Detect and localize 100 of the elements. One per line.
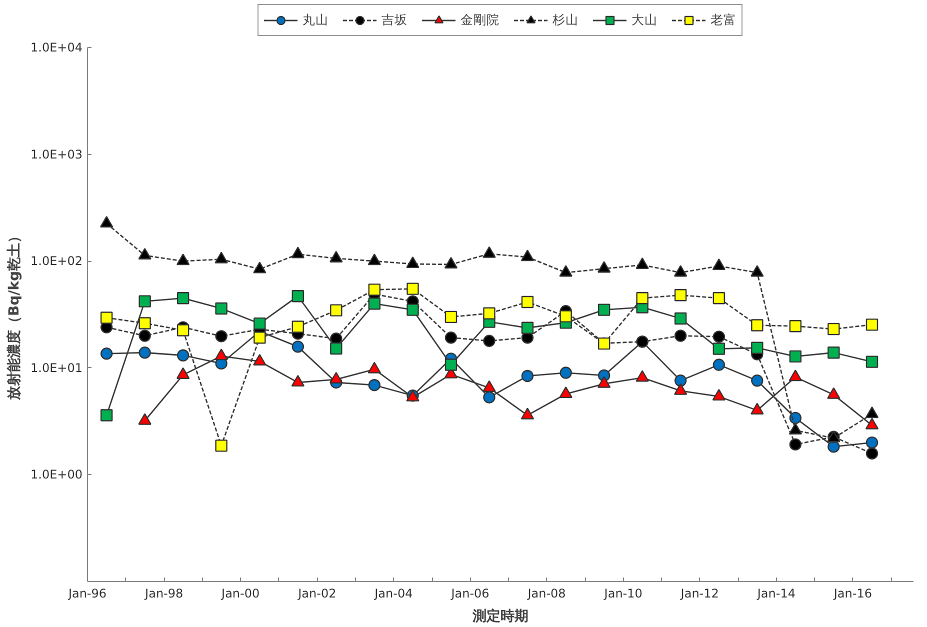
point (368, 379, 380, 392)
point (100, 409, 113, 422)
point (828, 346, 840, 359)
point (291, 246, 305, 258)
y-tick-label: 1.0E+03 (30, 147, 83, 162)
point (100, 312, 113, 324)
point (674, 330, 687, 342)
x-tick-label: Jan-06 (450, 586, 490, 600)
point (712, 358, 726, 371)
point (444, 358, 458, 371)
point (444, 310, 458, 324)
point (254, 317, 266, 330)
point (292, 320, 304, 333)
x-tick-label: Jan-16 (832, 586, 872, 600)
point (138, 295, 151, 308)
point (214, 252, 228, 264)
point (254, 332, 266, 344)
point (674, 289, 687, 302)
legend-label: 老富 (710, 12, 736, 28)
x-axis-title: 測定時期 (472, 608, 528, 624)
x-tick-label: Jan-10 (603, 586, 642, 600)
point (215, 440, 228, 452)
point (636, 257, 649, 270)
point (176, 324, 190, 336)
point (330, 342, 342, 355)
point (176, 292, 190, 304)
point (138, 330, 151, 342)
point (406, 304, 419, 316)
point (521, 370, 534, 382)
point (712, 258, 726, 270)
point (138, 346, 151, 359)
point (330, 304, 342, 316)
point (598, 304, 610, 316)
point (789, 350, 802, 363)
point (674, 312, 687, 325)
point (866, 318, 878, 331)
point (100, 216, 114, 228)
point (444, 256, 458, 269)
legend-label: 杉山 (552, 12, 578, 28)
point (483, 391, 496, 404)
point (520, 250, 534, 262)
point (482, 246, 496, 258)
y-tick-label: 1.0E+04 (30, 40, 83, 54)
point (866, 356, 878, 368)
point (483, 307, 496, 320)
point (521, 296, 534, 308)
y-axis-title: 放射能濃度（Bq/kg乾土） (6, 228, 23, 402)
point (215, 302, 228, 315)
point (138, 248, 152, 260)
x-tick-label: Jan-12 (680, 586, 719, 600)
point (368, 254, 381, 266)
point (674, 374, 687, 387)
point (751, 319, 764, 332)
legend-label: 丸山 (302, 12, 328, 28)
point (176, 349, 190, 362)
point (521, 322, 534, 334)
point (712, 292, 726, 304)
point (828, 322, 840, 336)
point (176, 254, 190, 266)
x-tick-label: Jan-08 (526, 586, 566, 600)
point (368, 298, 380, 310)
point (674, 265, 688, 277)
point (789, 438, 802, 451)
y-tick-label: 1.0E+02 (30, 254, 83, 268)
point (559, 265, 572, 277)
point (712, 342, 726, 355)
point (292, 290, 304, 302)
point (751, 374, 764, 387)
point (712, 330, 726, 343)
y-tick-label: 1.0E+01 (30, 360, 83, 375)
x-tick-label: Jan-14 (756, 586, 796, 600)
legend-label: 大山 (632, 12, 658, 28)
point (751, 342, 764, 354)
point (560, 310, 572, 322)
point (406, 282, 419, 295)
legend-label: 吉坂 (382, 12, 408, 28)
point (215, 330, 228, 342)
point (789, 412, 802, 424)
point (330, 250, 343, 262)
point (406, 256, 420, 268)
point (100, 348, 113, 360)
point (866, 436, 878, 449)
x-tick-label: Jan-04 (374, 586, 413, 600)
point (636, 292, 648, 304)
point (368, 284, 380, 296)
point (866, 447, 878, 460)
point (789, 320, 802, 332)
x-tick-label: Jan-96 (67, 586, 107, 600)
y-tick-label: 1.0E+00 (30, 468, 83, 482)
point (560, 366, 572, 379)
x-tick-label: Jan-98 (144, 586, 184, 600)
point (138, 317, 151, 330)
point (444, 332, 458, 344)
x-tick-label: Jan-00 (220, 586, 260, 600)
point (483, 334, 496, 347)
legend-label: 金剛院 (460, 12, 500, 28)
point (750, 265, 764, 277)
point (597, 261, 611, 273)
point (292, 340, 304, 353)
x-tick-label: Jan-02 (297, 586, 336, 600)
